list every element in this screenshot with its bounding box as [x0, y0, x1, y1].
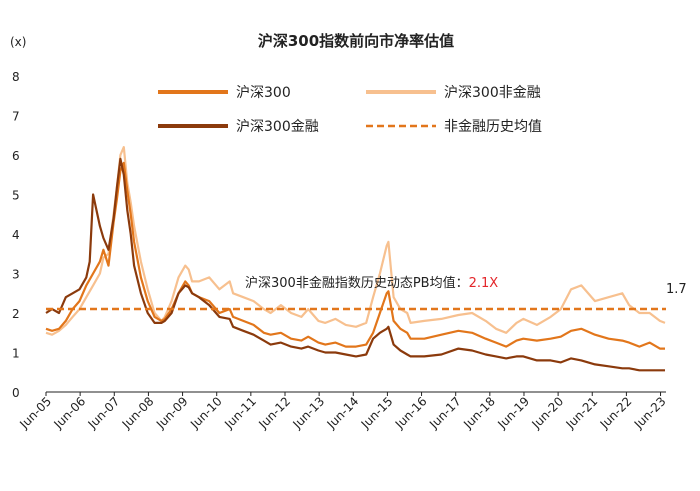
x-axis: Jun-05Jun-06Jun-07Jun-08Jun-09Jun-10Jun-…: [16, 392, 669, 432]
x-tick-label: Jun-18: [460, 394, 498, 432]
x-tick-label: Jun-13: [290, 394, 328, 432]
series-line-fin: [45, 157, 665, 372]
legend-label-avg: 非金融历史均值: [444, 119, 542, 135]
x-tick-label: Jun-22: [597, 394, 635, 432]
y-tick-label: 6: [12, 149, 20, 163]
x-tick-label: Jun-06: [51, 394, 89, 432]
x-tick-label: Jun-15: [358, 394, 396, 432]
y-tick-label: 3: [12, 268, 20, 282]
y-unit-label: (x): [10, 35, 26, 49]
y-tick-label: 7: [12, 110, 20, 124]
y-tick-label: 4: [12, 228, 20, 242]
x-tick-label: Jun-05: [16, 394, 54, 432]
legend: 沪深300 沪深300非金融 沪深300金融 非金融历史均值: [158, 85, 542, 135]
end-value-label: 1.7: [666, 282, 687, 297]
x-tick-label: Jun-19: [494, 394, 532, 432]
y-tick-label: 0: [12, 386, 20, 400]
x-tick-label: Jun-08: [119, 394, 157, 432]
x-tick-label: Jun-10: [187, 394, 225, 432]
legend-label-fin: 沪深300金融: [236, 119, 319, 135]
x-tick-label: Jun-17: [426, 394, 464, 432]
chart-title: 沪深300指数前向市净率估值: [258, 32, 454, 50]
x-tick-label: Jun-20: [529, 394, 567, 432]
y-tick-label: 8: [12, 70, 20, 84]
x-tick-label: Jun-09: [153, 394, 191, 432]
y-tick-label: 5: [12, 189, 20, 203]
x-tick-label: Jun-11: [221, 394, 259, 432]
legend-label-nonfin: 沪深300非金融: [444, 85, 541, 101]
x-tick-label: Jun-21: [563, 394, 601, 432]
annotation-text: 沪深300非金融指数历史动态PB均值：: [245, 275, 469, 291]
series-line-hs300: [45, 161, 665, 350]
series-line-nonfin: [45, 146, 666, 336]
x-tick-label: Jun-16: [392, 394, 430, 432]
legend-label-hs300: 沪深300: [236, 85, 291, 101]
x-tick-label: Jun-07: [85, 394, 123, 432]
x-tick-label: Jun-12: [255, 394, 293, 432]
y-tick-label: 1: [12, 347, 20, 361]
annotation-label: 沪深300非金融指数历史动态PB均值：2.1X: [245, 275, 498, 291]
x-tick-label: Jun-23: [631, 394, 669, 432]
y-tick-label: 2: [12, 307, 20, 321]
y-axis: 0 1 2 3 4 5 6 7 8: [12, 70, 20, 400]
x-tick-label: Jun-14: [324, 394, 362, 432]
annotation-value: 2.1X: [469, 276, 499, 291]
series-layer: [45, 146, 666, 372]
